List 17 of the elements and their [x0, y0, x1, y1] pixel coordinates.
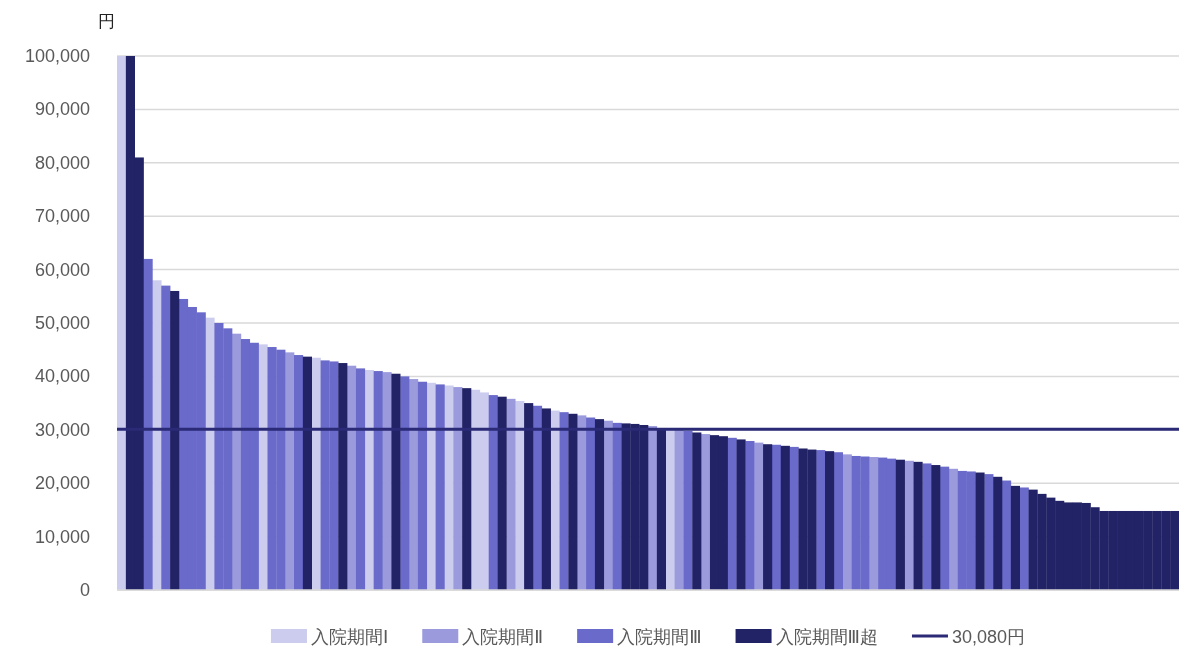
legend-label: 入院期間Ⅲ超: [775, 627, 878, 647]
y-tick-label: 40,000: [34, 366, 90, 387]
y-tick-label: 30,000: [34, 419, 90, 440]
y-tick-label: 80,000: [34, 152, 90, 173]
legend-label: 入院期間Ⅰ: [310, 627, 389, 647]
legend-label: 30,080円: [951, 627, 1026, 647]
legend-label: 入院期間Ⅲ: [617, 627, 702, 647]
y-axis-title: 円: [97, 12, 115, 31]
y-tick-label: 10,000: [34, 526, 90, 547]
y-tick-label: 90,000: [34, 99, 90, 120]
y-tick-label: 50,000: [34, 313, 90, 333]
y-tick-label: 20,000: [34, 473, 90, 494]
y-tick-label: 0: [79, 580, 90, 600]
y-tick-label: 60,000: [34, 259, 90, 280]
y-tick-label: 100,000: [24, 46, 90, 66]
legend-label: 入院期間Ⅱ: [462, 627, 544, 647]
y-tick-label: 70,000: [34, 206, 90, 227]
